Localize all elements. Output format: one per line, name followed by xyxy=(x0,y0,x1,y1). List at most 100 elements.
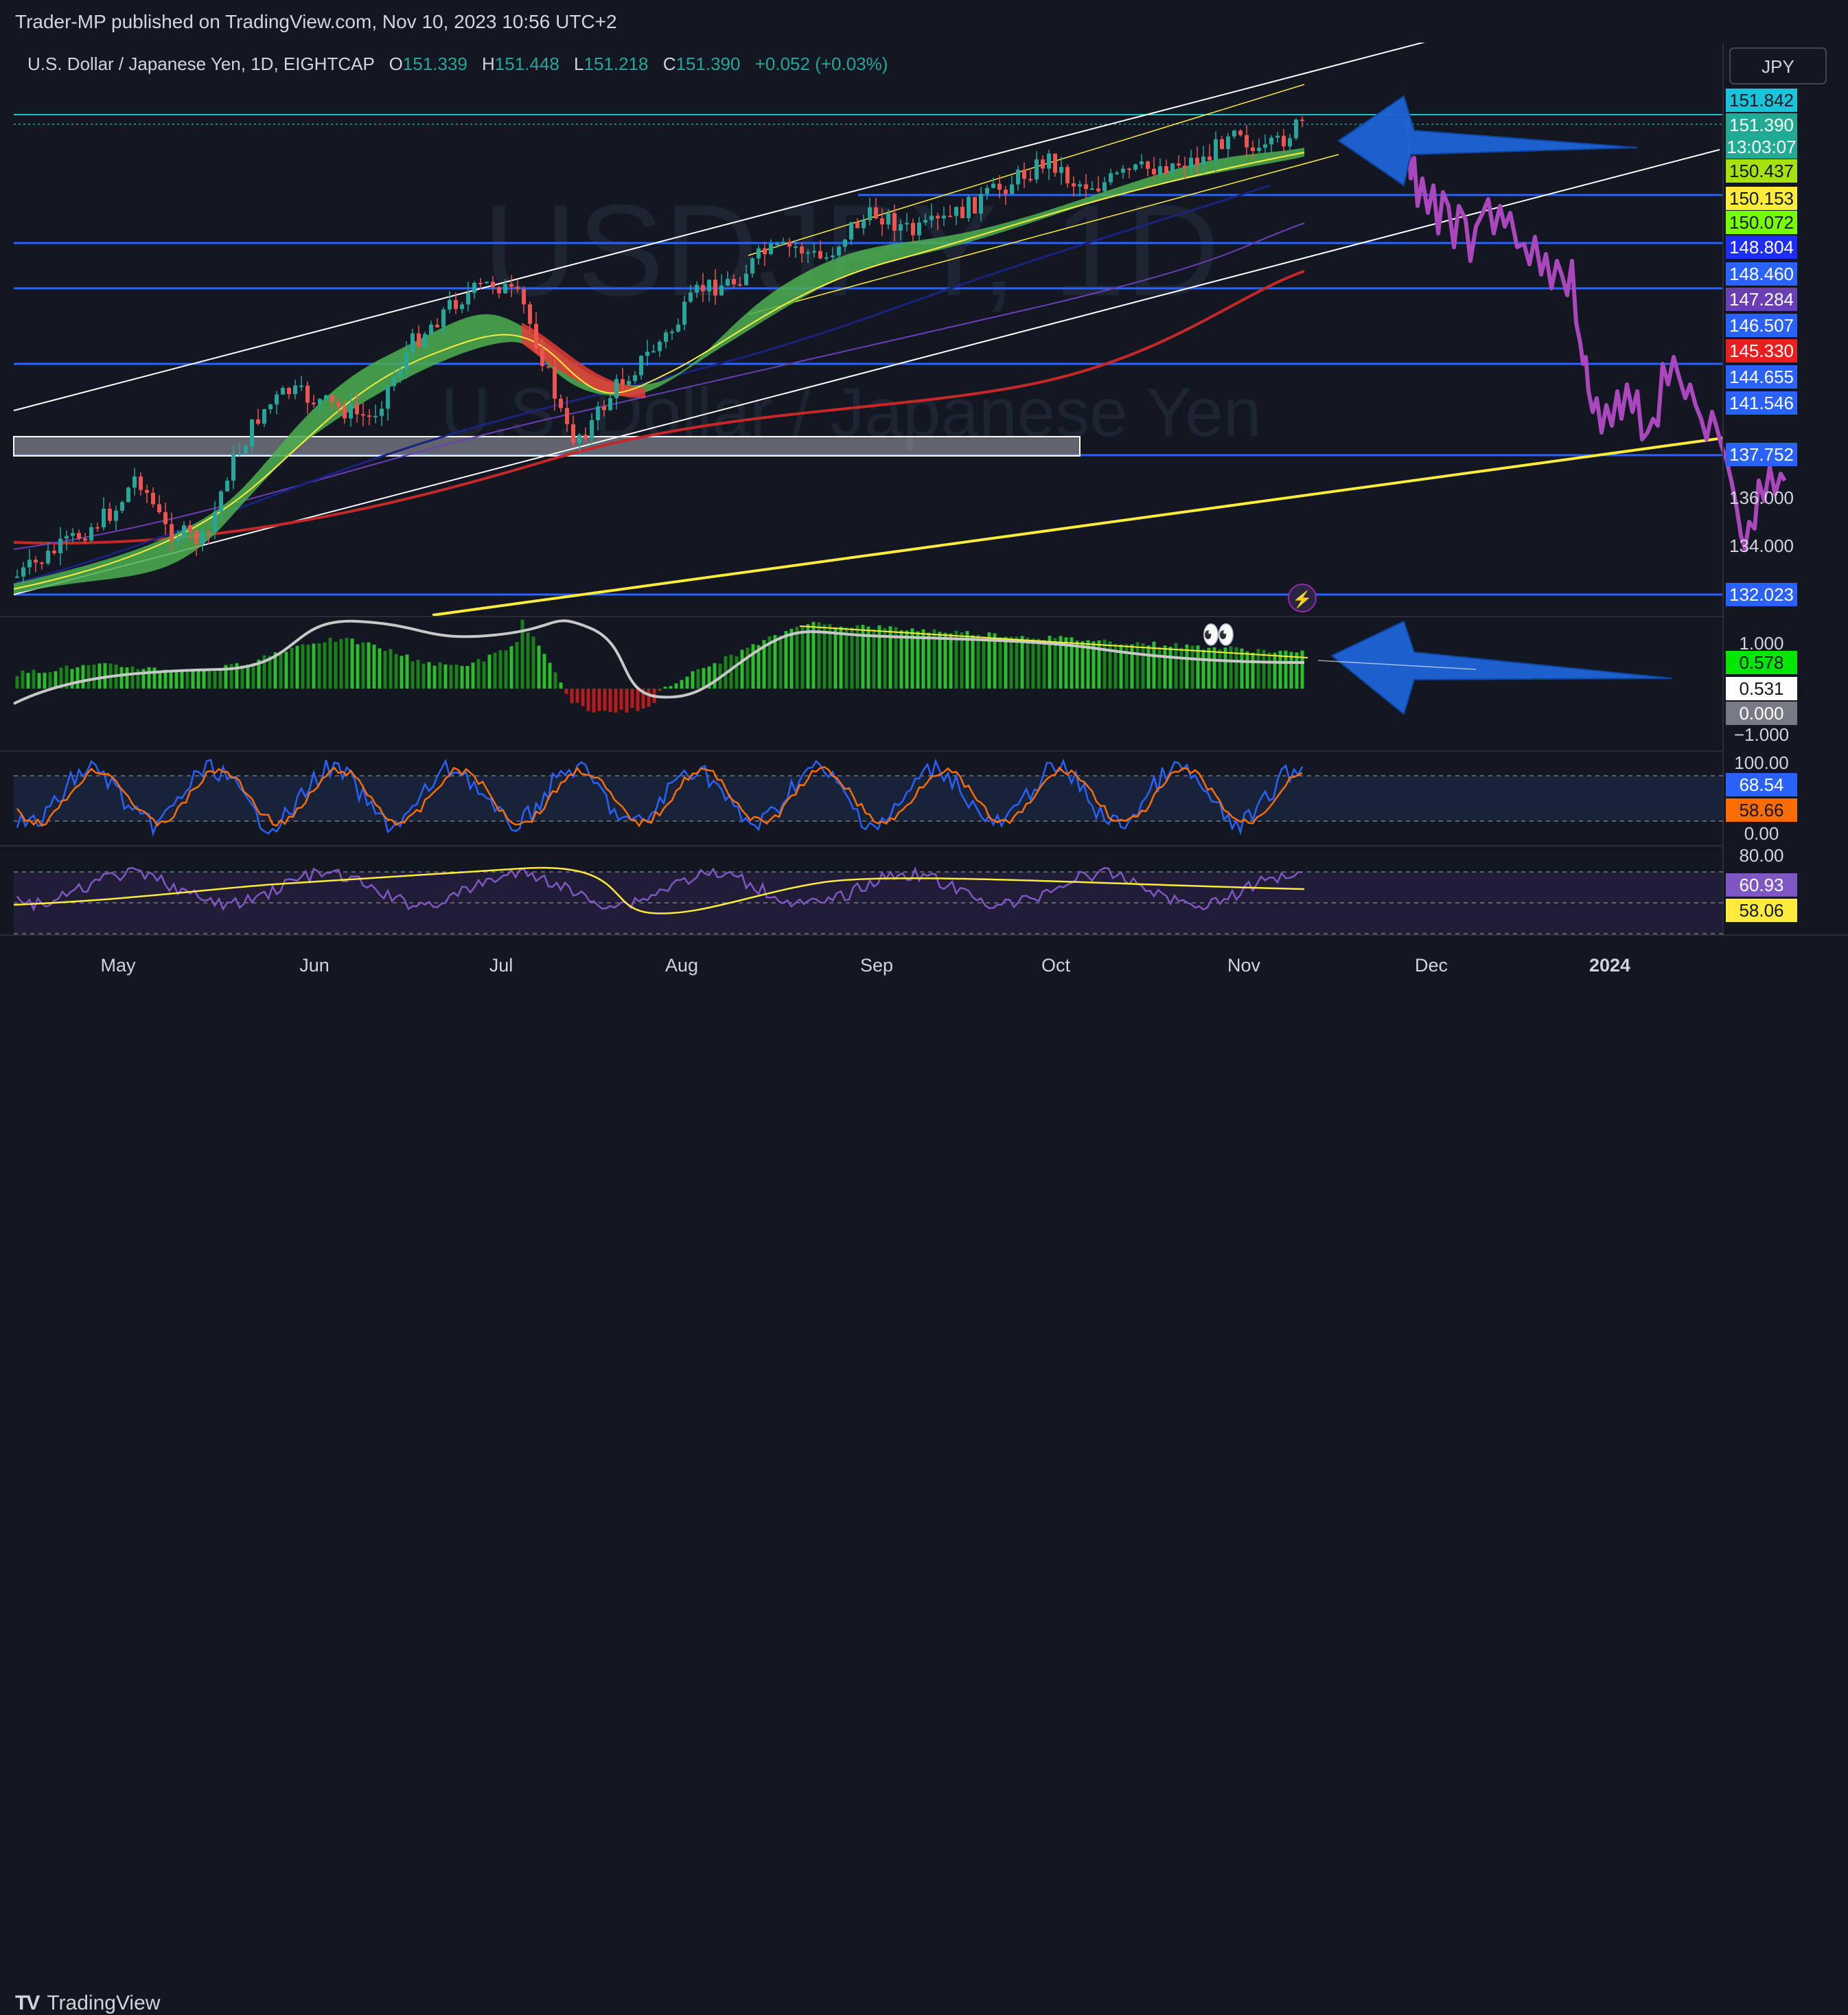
candle[interactable] xyxy=(95,522,100,532)
candle[interactable] xyxy=(1102,176,1107,196)
candle[interactable] xyxy=(330,395,334,410)
candle[interactable] xyxy=(312,394,316,408)
candle[interactable] xyxy=(1004,185,1008,205)
candle[interactable] xyxy=(176,530,180,548)
candle[interactable] xyxy=(855,218,859,229)
currency-button[interactable]: JPY xyxy=(1729,47,1827,84)
candle[interactable] xyxy=(787,238,792,257)
candle[interactable] xyxy=(658,340,662,358)
candle[interactable] xyxy=(818,240,822,260)
candle[interactable] xyxy=(275,391,279,415)
candle[interactable] xyxy=(892,204,897,242)
candle[interactable] xyxy=(985,185,989,200)
candle[interactable] xyxy=(689,284,693,303)
candle[interactable] xyxy=(1288,133,1292,150)
candle[interactable] xyxy=(713,269,717,305)
candle[interactable] xyxy=(979,187,983,221)
candle[interactable] xyxy=(509,275,513,297)
candle[interactable] xyxy=(163,503,168,535)
candle[interactable] xyxy=(213,500,217,540)
lightning-marker[interactable] xyxy=(1288,584,1317,612)
candle[interactable] xyxy=(46,542,50,566)
candle[interactable] xyxy=(120,500,124,514)
candle[interactable] xyxy=(435,318,439,328)
candle[interactable] xyxy=(454,292,458,314)
candle[interactable] xyxy=(1047,150,1051,181)
candle[interactable] xyxy=(89,522,93,543)
candle[interactable] xyxy=(991,177,995,189)
candle[interactable] xyxy=(250,419,254,453)
candle[interactable] xyxy=(361,402,365,427)
candle[interactable] xyxy=(831,246,835,260)
candle[interactable] xyxy=(701,273,705,303)
candle[interactable] xyxy=(522,286,526,314)
candle[interactable] xyxy=(83,533,87,544)
candle[interactable] xyxy=(1170,162,1175,175)
candle[interactable] xyxy=(973,196,977,214)
price-projection[interactable] xyxy=(1405,119,1787,551)
candle[interactable] xyxy=(497,286,501,299)
arrow-price-target[interactable] xyxy=(1337,95,1638,187)
candle[interactable] xyxy=(837,245,841,262)
candle[interactable] xyxy=(77,529,81,541)
candle[interactable] xyxy=(336,397,340,414)
candle[interactable] xyxy=(1109,168,1113,185)
candle[interactable] xyxy=(627,375,631,387)
candle[interactable] xyxy=(590,413,594,446)
candle[interactable] xyxy=(534,312,538,354)
candle[interactable] xyxy=(27,549,32,575)
candle[interactable] xyxy=(682,295,686,331)
candle[interactable] xyxy=(472,281,476,299)
candle[interactable] xyxy=(843,238,847,252)
candle[interactable] xyxy=(1183,157,1187,179)
candle[interactable] xyxy=(756,245,761,265)
candle[interactable] xyxy=(231,445,235,490)
candle[interactable] xyxy=(343,400,347,424)
candle[interactable] xyxy=(769,239,773,255)
candle[interactable] xyxy=(324,394,328,402)
candle[interactable] xyxy=(546,363,551,369)
candle[interactable] xyxy=(559,394,563,413)
candle[interactable] xyxy=(373,404,378,424)
candle[interactable] xyxy=(380,400,384,426)
candle[interactable] xyxy=(1257,139,1261,153)
candle[interactable] xyxy=(1084,174,1088,198)
candle[interactable] xyxy=(719,274,724,296)
candle[interactable] xyxy=(880,208,884,236)
candle[interactable] xyxy=(1065,164,1070,188)
candle[interactable] xyxy=(355,393,359,423)
candle[interactable] xyxy=(15,569,19,579)
candle[interactable] xyxy=(21,562,25,583)
candle[interactable] xyxy=(1177,155,1181,168)
candle[interactable] xyxy=(1152,157,1156,180)
candle[interactable] xyxy=(800,242,804,263)
candle[interactable] xyxy=(1251,141,1255,160)
candle[interactable] xyxy=(565,396,569,432)
candle[interactable] xyxy=(824,252,829,262)
candle[interactable] xyxy=(664,329,668,349)
candle[interactable] xyxy=(738,277,742,288)
candle[interactable] xyxy=(1269,135,1273,152)
candle[interactable] xyxy=(238,442,242,457)
candle[interactable] xyxy=(781,238,785,245)
candle[interactable] xyxy=(318,398,322,415)
candle[interactable] xyxy=(750,257,754,278)
rsi-pane[interactable] xyxy=(13,866,1723,934)
candle[interactable] xyxy=(1263,134,1267,157)
candle[interactable] xyxy=(386,385,390,421)
candle[interactable] xyxy=(1041,155,1045,174)
candle[interactable] xyxy=(287,387,291,400)
candle[interactable] xyxy=(219,490,223,522)
candle[interactable] xyxy=(108,503,112,524)
candle[interactable] xyxy=(244,444,248,454)
candle[interactable] xyxy=(577,433,581,452)
candle[interactable] xyxy=(1028,168,1032,183)
candle[interactable] xyxy=(806,249,810,264)
candle[interactable] xyxy=(225,477,229,492)
candle[interactable] xyxy=(114,505,118,531)
candle[interactable] xyxy=(1275,132,1280,143)
candle[interactable] xyxy=(1201,146,1205,174)
candle[interactable] xyxy=(744,264,748,286)
